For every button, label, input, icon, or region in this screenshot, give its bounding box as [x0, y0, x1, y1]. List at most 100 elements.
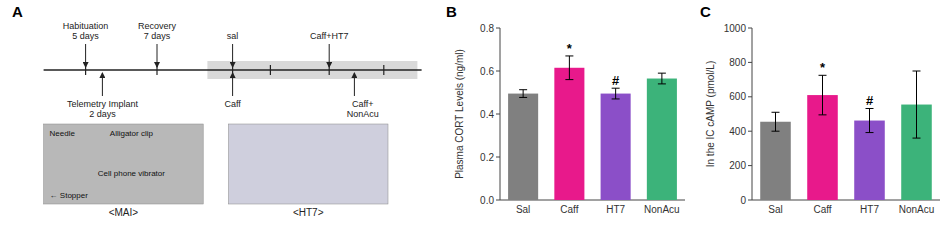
significance-label: *: [820, 60, 826, 75]
error-stem: [916, 71, 917, 138]
x-tick-label: HT7: [606, 204, 625, 215]
y-tick: [496, 200, 500, 201]
error-cap: [565, 79, 573, 80]
error-stem: [661, 73, 662, 84]
error-bar: [772, 112, 780, 131]
error-cap: [913, 138, 921, 139]
y-tick: [748, 28, 752, 29]
panel-bar-chart: CIn the IC cAMP (pmol/L)0200400600800100…: [700, 3, 940, 215]
timeline-label: Telemetry Implant2 days: [67, 99, 139, 119]
y-tick: [748, 200, 752, 201]
arrow: [232, 73, 233, 96]
marks: [508, 56, 677, 200]
error-stem: [523, 90, 524, 98]
panel-bar-chart: B Plasma CORT Levels (ng/ml) 0.0 0.2 0.4 0.6 0…: [446, 3, 685, 215]
error-stem: [775, 112, 776, 131]
y-tick-label: 0: [740, 195, 746, 206]
error-cap: [519, 97, 527, 98]
image-annotation: ← Stopper: [50, 191, 89, 200]
text-line: 7 days: [144, 31, 171, 41]
arrow: [232, 44, 233, 67]
figure: A Habituation5 days Recovery7 days sal Caff+…: [0, 0, 949, 229]
y-tick: [748, 96, 752, 97]
error-bar: [913, 71, 921, 138]
y-tick-label: 0.8: [480, 23, 494, 34]
text-line: NonAcu: [347, 109, 379, 119]
image-placeholder: [228, 124, 388, 204]
y-tick-label: 200: [729, 160, 746, 171]
x-tick-label: NonAcu: [899, 204, 935, 215]
text-line: sal: [227, 31, 239, 41]
y-tick-label: 0.4: [480, 109, 494, 120]
x-tick-label: Sal: [516, 204, 530, 215]
error-stem: [615, 88, 616, 99]
error-cap: [612, 98, 620, 99]
image-placeholder: [44, 124, 204, 204]
y-tick-label: 400: [729, 126, 746, 137]
text-line: Caff+: [352, 99, 374, 109]
significance-label: #: [612, 73, 620, 88]
error-cap: [772, 131, 780, 132]
panel-title: B: [446, 3, 457, 20]
error-cap: [819, 114, 827, 115]
error-bar: [866, 108, 874, 132]
timeline-label: Caff+HT7: [310, 31, 349, 41]
timeline-tick: [270, 65, 271, 75]
significance-label: *: [567, 41, 573, 56]
error-cap: [658, 73, 666, 74]
image-annotation: Needle: [50, 129, 76, 138]
y-tick: [496, 71, 500, 72]
arrow: [157, 44, 158, 67]
image-annotation: Alligator clip: [110, 129, 154, 138]
error-cap: [658, 83, 666, 84]
error-cap: [866, 132, 874, 133]
error-bar: [565, 56, 573, 80]
timeline-label: Habituation5 days: [63, 21, 109, 41]
y-tick-label: 0.6: [480, 66, 494, 77]
y-tick-label: 0.0: [480, 195, 494, 206]
bar: [760, 122, 791, 200]
text-line: 5 days: [72, 31, 99, 41]
y-tick: [496, 114, 500, 115]
timeline-label: Recovery7 days: [138, 21, 177, 41]
arrow: [102, 73, 103, 96]
y-tick: [748, 165, 752, 166]
error-bar: [612, 88, 620, 99]
panel-title: A: [12, 3, 23, 20]
text-line: 2 days: [89, 109, 116, 119]
error-bar: [658, 73, 666, 84]
arrow: [354, 73, 355, 96]
y-axis-label: In the IC cAMP (pmol/L): [705, 61, 716, 168]
image-label: <MAI>: [109, 207, 139, 218]
x-tick-label: Caff: [560, 204, 578, 215]
bar: [508, 94, 538, 200]
y-tick-label: 600: [729, 91, 746, 102]
error-cap: [913, 71, 921, 72]
x-tick-label: HT7: [860, 204, 879, 215]
panel-diagram: A Habituation5 days Recovery7 days sal Caff+…: [12, 3, 422, 218]
timeline-tick: [383, 65, 384, 75]
error-stem: [569, 56, 570, 80]
arrow: [85, 44, 86, 67]
y-tick: [748, 62, 752, 63]
y-axis-line: [752, 28, 753, 200]
text-line: Caff: [224, 99, 241, 109]
error-stem: [822, 75, 823, 115]
text-line: Recovery: [138, 21, 177, 31]
marks: [760, 71, 932, 200]
y-tick-label: 0.2: [480, 152, 494, 163]
arrow: [329, 44, 330, 67]
bar: [554, 68, 584, 200]
significance-label: #: [866, 93, 874, 108]
text-line: Habituation: [63, 21, 109, 31]
y-tick: [496, 157, 500, 158]
y-tick: [496, 28, 500, 29]
x-tick-label: Caff: [813, 204, 831, 215]
error-stem: [869, 108, 870, 132]
error-cap: [519, 89, 527, 90]
y-tick: [748, 131, 752, 132]
text-line: Telemetry Implant: [67, 99, 139, 109]
image-annotation: Cell phone vibrator: [98, 169, 165, 178]
y-axis-label: Plasma CORT Levels (ng/ml): [454, 49, 465, 179]
timeline-label: sal: [227, 31, 239, 41]
